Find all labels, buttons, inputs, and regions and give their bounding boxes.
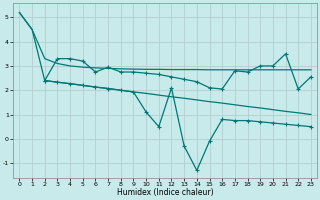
X-axis label: Humidex (Indice chaleur): Humidex (Indice chaleur): [117, 188, 213, 197]
